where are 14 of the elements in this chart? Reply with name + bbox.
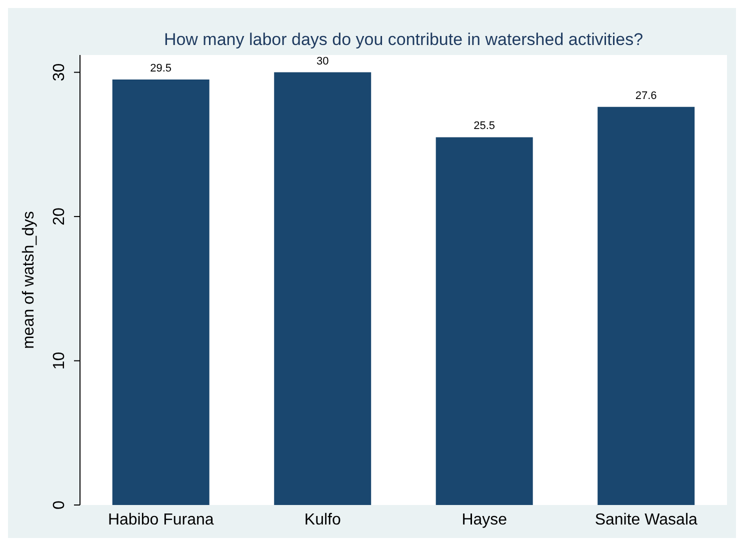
y-tick-label: 0 [51,500,68,510]
x-tick-label: Kulfo [304,511,341,528]
y-tick-label: 20 [51,208,68,226]
data-label: 30 [316,55,329,68]
x-tick-label: Hayse [462,511,508,528]
x-tick-label: Sanite Wasala [594,511,698,528]
y-tick-label: 30 [51,63,68,82]
data-label: 29.5 [150,62,172,75]
data-label: 27.6 [635,90,657,102]
chart-title: How many labor days do you contribute in watershed activities? [162,30,644,50]
y-tick-label: 10 [51,352,68,370]
data-label: 25.5 [474,120,496,132]
y-axis-title: mean of watsh_dys [20,211,38,349]
x-tick-label: Habibo Furana [108,511,214,528]
